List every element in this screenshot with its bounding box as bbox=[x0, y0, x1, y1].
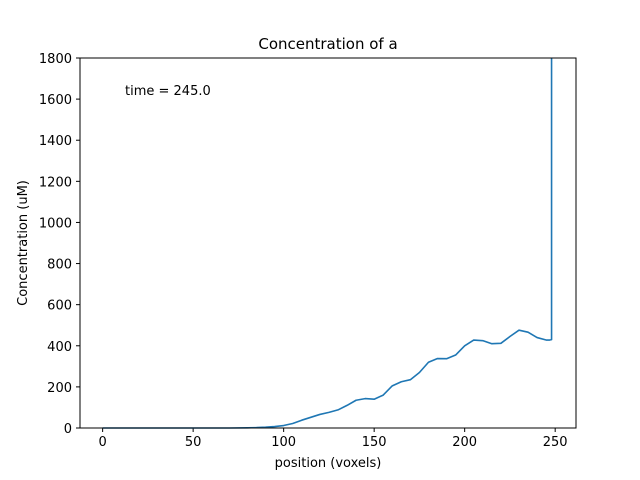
x-tick-label: 250 bbox=[543, 435, 568, 450]
y-tick-label: 400 bbox=[47, 340, 72, 355]
y-tick-label: 1200 bbox=[39, 175, 72, 190]
series-line bbox=[102, 58, 553, 429]
x-tick-label: 200 bbox=[452, 435, 477, 450]
x-tick-label: 0 bbox=[98, 435, 106, 450]
y-tick-label: 1800 bbox=[39, 52, 72, 67]
x-tick-label: 150 bbox=[362, 435, 387, 450]
time-annotation: time = 245.0 bbox=[125, 84, 211, 99]
y-tick-label: 0 bbox=[64, 422, 72, 437]
tick-group: 0 50 100 150 200 250 0 200 400 600 800 1000 1200 1400… bbox=[39, 52, 568, 450]
chart-title: Concentration of a bbox=[258, 35, 397, 53]
plot-area-frame bbox=[79, 57, 577, 429]
y-tick-label: 600 bbox=[47, 299, 72, 314]
y-tick-label: 200 bbox=[47, 381, 72, 396]
y-tick-label: 1600 bbox=[39, 93, 72, 108]
x-tick-label: 100 bbox=[271, 435, 296, 450]
y-axis-label: Concentration (uM) bbox=[16, 180, 31, 306]
x-tick-label: 50 bbox=[185, 435, 202, 450]
y-tick-label: 1000 bbox=[39, 216, 72, 231]
y-tick-label: 1400 bbox=[39, 134, 72, 149]
y-tick-label: 800 bbox=[47, 258, 72, 273]
x-axis-label: position (voxels) bbox=[275, 456, 382, 471]
